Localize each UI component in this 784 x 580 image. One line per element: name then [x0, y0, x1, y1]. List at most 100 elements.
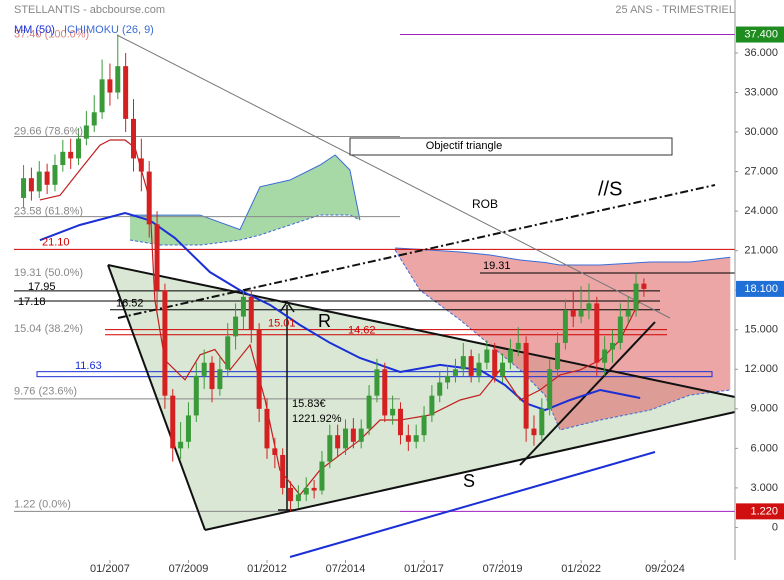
candle-body: [366, 395, 372, 429]
candle-body: [484, 349, 490, 363]
chart-title: STELLANTIS - abcbourse.com: [14, 4, 165, 16]
level-label: 15.04 (38.2%): [14, 323, 83, 335]
candle-body: [617, 316, 623, 343]
y-tick-label: 27.000: [744, 166, 778, 178]
cloud-edge: [395, 247, 731, 266]
legend-entry: MM (50): [14, 24, 55, 36]
annotation: R: [318, 311, 331, 331]
candle-body: [162, 290, 168, 396]
candle-body: [44, 171, 50, 185]
candle-body: [21, 178, 27, 198]
y-tick-label: 6.000: [750, 442, 778, 454]
candle-body: [343, 428, 349, 449]
x-tick-label: 07/2009: [169, 563, 209, 575]
level-label: 23.58 (61.8%): [14, 206, 83, 218]
candle-body: [248, 296, 254, 330]
candle-body: [280, 454, 286, 488]
x-tick-label: 01/2022: [561, 563, 601, 575]
candle-body: [594, 303, 600, 363]
level-label: 11.63: [75, 360, 102, 372]
candle-body: [531, 428, 537, 436]
candle-body: [429, 395, 435, 416]
candle-body: [193, 375, 199, 416]
candle-body: [437, 382, 443, 396]
candle-body: [625, 309, 631, 317]
candle-body: [288, 487, 294, 502]
resistance-line: [107, 264, 736, 398]
candle-body: [146, 171, 152, 225]
triangle-area: [108, 265, 735, 530]
level-label: 17.18: [18, 296, 46, 308]
chart-subtitle: 25 ANS - TRIMESTRIEL: [615, 4, 735, 16]
candle-body: [374, 369, 380, 396]
candle-body: [468, 356, 474, 376]
price-marker: [736, 503, 784, 520]
candle-body: [578, 309, 584, 317]
candle-body: [130, 118, 136, 159]
candle-body: [170, 395, 176, 449]
candle-body: [500, 362, 506, 376]
level-label: 14.62: [348, 325, 376, 337]
candle-body: [413, 435, 419, 442]
candle-body: [264, 408, 270, 449]
candle-body: [327, 435, 333, 462]
annotation: 15.83€: [292, 398, 326, 410]
x-tick-label: 01/2012: [247, 563, 287, 575]
candle-body: [319, 461, 325, 491]
annotation: 1221.92%: [292, 413, 342, 425]
candle-body: [476, 362, 482, 376]
level-label: 19.31 (50.0%): [14, 267, 83, 279]
x-tick-label: 01/2017: [404, 563, 444, 575]
candle-body: [547, 369, 553, 409]
candle-body: [358, 428, 364, 442]
indicator-line: [39, 139, 641, 496]
candle-body: [201, 362, 207, 376]
y-tick-label: 9.000: [750, 403, 778, 415]
arrow-head: [279, 300, 295, 313]
candle-body: [83, 125, 89, 139]
trend-line: [116, 34, 671, 319]
candle-body: [405, 435, 411, 442]
annotation: Objectif triangle: [426, 140, 502, 152]
ichimoku-cloud: [395, 248, 731, 430]
candle-body: [421, 415, 427, 436]
price-marker-label: 18.100: [744, 283, 778, 295]
x-tick-label: 09/2024: [645, 563, 685, 575]
x-tick-label: 01/2007: [90, 563, 130, 575]
cloud-edge: [129, 214, 361, 246]
level-label: 9.76 (23.6%): [14, 386, 77, 398]
candle-body: [272, 448, 278, 455]
level-label: 21.10: [42, 236, 70, 248]
channel-line: [289, 451, 656, 558]
candle-body: [217, 369, 223, 390]
y-tick-label: 24.000: [744, 205, 778, 217]
price-marker-label: 37.400: [744, 28, 778, 40]
level-label: 16.52: [116, 298, 144, 310]
candle-body: [240, 296, 246, 317]
candle-body: [99, 79, 105, 113]
candle-body: [460, 356, 466, 370]
candle-body: [641, 283, 647, 289]
candle-body: [154, 224, 160, 291]
level-label: 15.01: [268, 318, 296, 330]
cloud-edge: [130, 154, 361, 231]
candle-body: [492, 349, 498, 376]
candle-body: [586, 303, 592, 310]
y-tick-label: 30.000: [744, 126, 778, 138]
candle-body: [209, 362, 215, 390]
candle-body: [452, 369, 458, 376]
candle-body: [178, 441, 184, 449]
target-box: [349, 137, 673, 156]
candle-body: [295, 494, 301, 502]
candle-body: [515, 342, 521, 350]
candle-body: [76, 138, 82, 159]
candle-body: [602, 349, 608, 363]
candle-body: [311, 487, 317, 491]
legend-entry: ICHIMOKU (26, 9): [64, 24, 154, 36]
candle-body: [539, 408, 545, 436]
candle-body: [633, 283, 639, 310]
y-tick-label: 0: [772, 521, 778, 533]
triangle-side: [107, 264, 206, 531]
candle-body: [52, 165, 58, 185]
